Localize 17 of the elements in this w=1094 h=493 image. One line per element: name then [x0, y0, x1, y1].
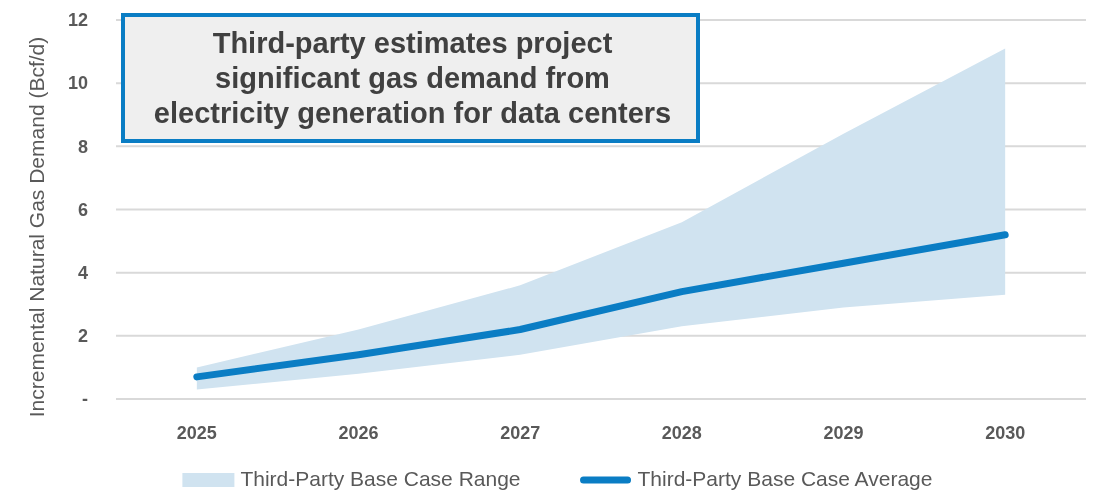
x-tick-label: 2028	[661, 423, 702, 443]
x-tick-label: 2026	[338, 423, 379, 443]
x-tick-label: 2025	[176, 423, 217, 443]
y-tick-label: 6	[77, 199, 88, 220]
text: Third-party estimates project significant gas demand from electricity generation for data centers	[153, 27, 672, 129]
x-tick-label: 2027	[500, 423, 541, 443]
x-tick-label: 2029	[823, 423, 864, 443]
y-tick-label: 8	[77, 136, 88, 157]
legend-label: Third-Party Base Case Range	[240, 467, 521, 490]
y-tick-label: 4	[77, 262, 88, 283]
y-tick-label: 2	[77, 326, 88, 347]
y-axis-title: Incremental Natural Gas Demand (Bcf/d)	[25, 36, 49, 418]
y-tick-label: 10	[67, 73, 88, 94]
x-tick-label: 2030	[985, 423, 1026, 443]
y-tick-label: -	[82, 389, 88, 410]
legend-label: Third-Party Base Case Average	[637, 467, 933, 490]
y-tick-label: 12	[67, 10, 88, 31]
